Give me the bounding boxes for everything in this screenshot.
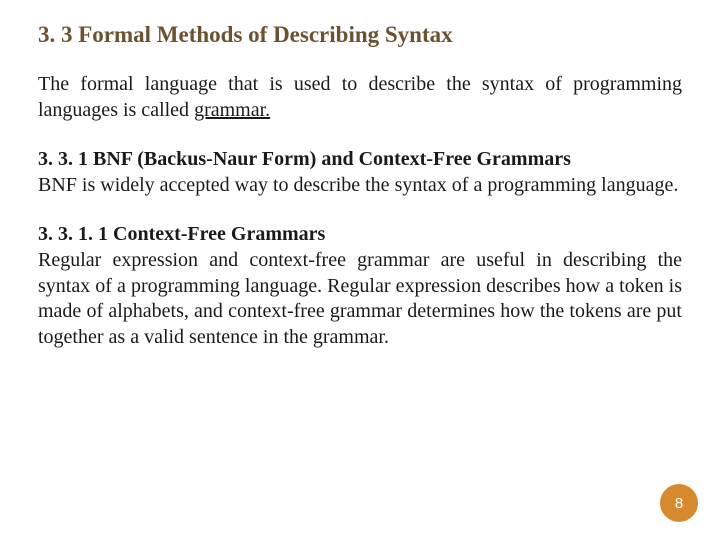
section-cfg: 3. 3. 1. 1 Context-Free Grammars Regular… [38, 222, 682, 350]
intro-paragraph: The formal language that is used to desc… [38, 72, 682, 123]
section-cfg-heading: 3. 3. 1. 1 Context-Free Grammars [38, 223, 325, 245]
section-bnf-heading: 3. 3. 1 BNF (Backus-Naur Form) and Conte… [38, 148, 571, 170]
section-heading: 3. 3 Formal Methods of Describing Syntax [38, 22, 682, 48]
intro-emphasis: grammar. [194, 99, 270, 121]
section-bnf-body: BNF is widely accepted way to describe t… [38, 174, 678, 196]
page-number: 8 [675, 495, 683, 512]
intro-text: The formal language that is used to desc… [38, 73, 682, 121]
section-cfg-body: Regular expression and context-free gram… [38, 249, 682, 348]
page-number-badge: 8 [660, 484, 698, 522]
slide-content: 3. 3 Formal Methods of Describing Syntax… [0, 0, 720, 350]
section-bnf: 3. 3. 1 BNF (Backus-Naur Form) and Conte… [38, 147, 682, 198]
